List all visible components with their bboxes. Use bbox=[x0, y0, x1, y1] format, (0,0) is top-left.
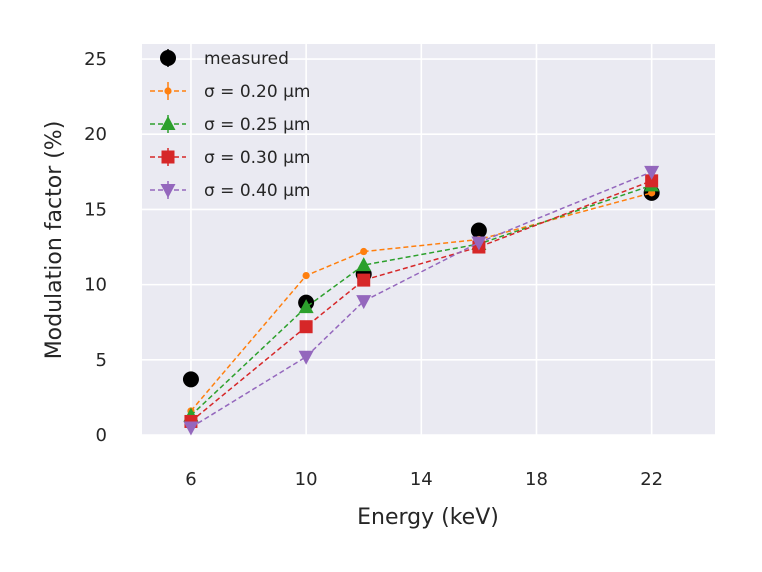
legend-marker bbox=[160, 50, 176, 66]
legend-entry: measured bbox=[160, 49, 289, 69]
series-line bbox=[190, 184, 652, 416]
y-tick-label: 5 bbox=[96, 350, 107, 371]
x-axis-label: Energy (keV) bbox=[357, 505, 499, 530]
legend-label: σ = 0.30 µm bbox=[204, 148, 310, 168]
legend-label: σ = 0.20 µm bbox=[204, 82, 310, 102]
data-point bbox=[356, 257, 372, 272]
data-point bbox=[302, 271, 310, 280]
data-point bbox=[182, 371, 199, 388]
x-tick-label: 22 bbox=[640, 469, 663, 490]
legend-label: measured bbox=[204, 49, 289, 69]
legend-entry: σ = 0.30 µm bbox=[150, 148, 310, 168]
y-axis-label: Modulation factor (%) bbox=[42, 121, 67, 360]
series-line bbox=[190, 171, 652, 429]
y-tick-labels: 0 5 10 15 20 25 bbox=[84, 49, 107, 446]
data-point bbox=[360, 247, 368, 256]
y-tick-label: 15 bbox=[84, 199, 107, 220]
series-4 bbox=[183, 165, 660, 436]
legend-label: σ = 0.40 µm bbox=[204, 181, 310, 201]
data-point bbox=[298, 299, 314, 314]
series-line bbox=[190, 180, 652, 423]
x-tick-label: 6 bbox=[185, 469, 196, 490]
data-point bbox=[644, 165, 660, 180]
legend-label: σ = 0.25 µm bbox=[204, 115, 310, 135]
data-point bbox=[471, 236, 487, 251]
legend-marker bbox=[160, 184, 176, 198]
y-tick-label: 20 bbox=[84, 124, 107, 145]
grid bbox=[142, 44, 715, 436]
legend-entry: σ = 0.40 µm bbox=[150, 181, 310, 201]
data-point bbox=[356, 295, 372, 310]
legend: measured σ = 0.20 µm σ = 0.25 µm σ = 0.30 µ… bbox=[150, 49, 310, 201]
data-point bbox=[357, 273, 371, 287]
legend-marker bbox=[160, 116, 176, 130]
y-tick-label: 10 bbox=[84, 275, 107, 296]
data-point bbox=[470, 222, 487, 239]
data-point bbox=[183, 421, 199, 436]
x-tick-label: 18 bbox=[525, 469, 548, 490]
series-layer bbox=[182, 165, 660, 436]
y-tick-label: 0 bbox=[96, 425, 107, 446]
y-tick-label: 25 bbox=[84, 49, 107, 70]
x-tick-labels: 6 10 14 18 22 bbox=[185, 469, 663, 490]
plot-background bbox=[142, 44, 715, 435]
x-tick-label: 14 bbox=[410, 469, 433, 490]
x-tick-label: 10 bbox=[295, 469, 318, 490]
legend-entry: σ = 0.20 µm bbox=[150, 82, 310, 102]
series-3 bbox=[184, 174, 659, 428]
legend-marker bbox=[164, 87, 172, 95]
series-1 bbox=[187, 189, 656, 415]
data-point bbox=[645, 174, 659, 188]
legend-marker bbox=[161, 150, 175, 164]
legend-entry: σ = 0.25 µm bbox=[150, 115, 310, 135]
data-point bbox=[298, 350, 314, 365]
data-point bbox=[299, 320, 313, 334]
